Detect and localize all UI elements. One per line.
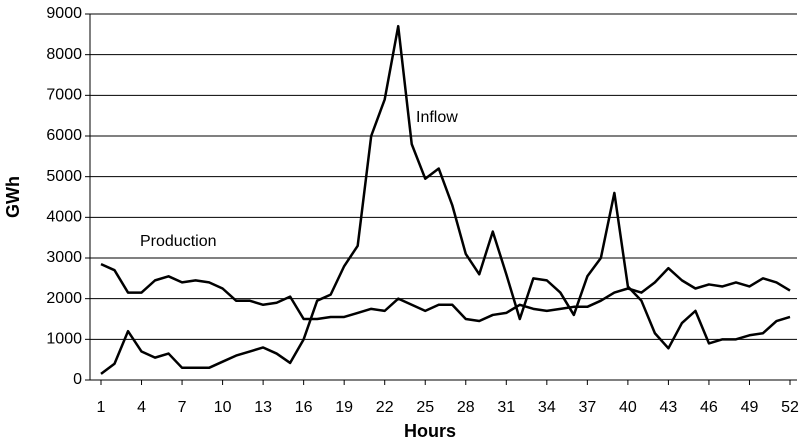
y-tick-label: 3000: [46, 249, 82, 266]
y-axis-label: GWh: [3, 176, 23, 218]
x-tick-label: 28: [457, 399, 475, 416]
x-axis-label: Hours: [404, 421, 456, 441]
y-tick-label: 6000: [46, 127, 82, 144]
x-tick-label: 31: [497, 399, 515, 416]
series-line: [100, 262, 791, 323]
x-tick-label: 49: [741, 399, 759, 416]
y-tick-label: 0: [73, 371, 82, 388]
series-label: Production: [140, 233, 217, 250]
x-tick-label: 10: [214, 399, 232, 416]
y-tick-label: 4000: [46, 209, 82, 226]
y-tick-label: 5000: [46, 168, 82, 185]
x-tick-label: 13: [254, 399, 272, 416]
x-tick-label: 25: [416, 399, 434, 416]
x-tick-label: 52: [781, 399, 799, 416]
x-tick-label: 4: [137, 399, 146, 416]
x-tick-label: 46: [700, 399, 718, 416]
x-tick-label: 43: [660, 399, 678, 416]
y-tick-label: 2000: [46, 290, 82, 307]
x-tick-label: 7: [178, 399, 187, 416]
x-tick-label: 37: [578, 399, 596, 416]
y-tick-label: 1000: [46, 331, 82, 348]
y-tick-label: 8000: [46, 46, 82, 63]
x-tick-label: 1: [97, 399, 106, 416]
x-tick-label: 19: [335, 399, 353, 416]
x-tick-label: 34: [538, 399, 556, 416]
y-tick-label: 7000: [46, 87, 82, 104]
series-line: [100, 24, 791, 375]
y-tick-label: 9000: [46, 5, 82, 22]
x-tick-label: 16: [295, 399, 313, 416]
x-tick-label: 40: [619, 399, 637, 416]
x-tick-label: 22: [376, 399, 394, 416]
series-label: Inflow: [416, 109, 458, 126]
